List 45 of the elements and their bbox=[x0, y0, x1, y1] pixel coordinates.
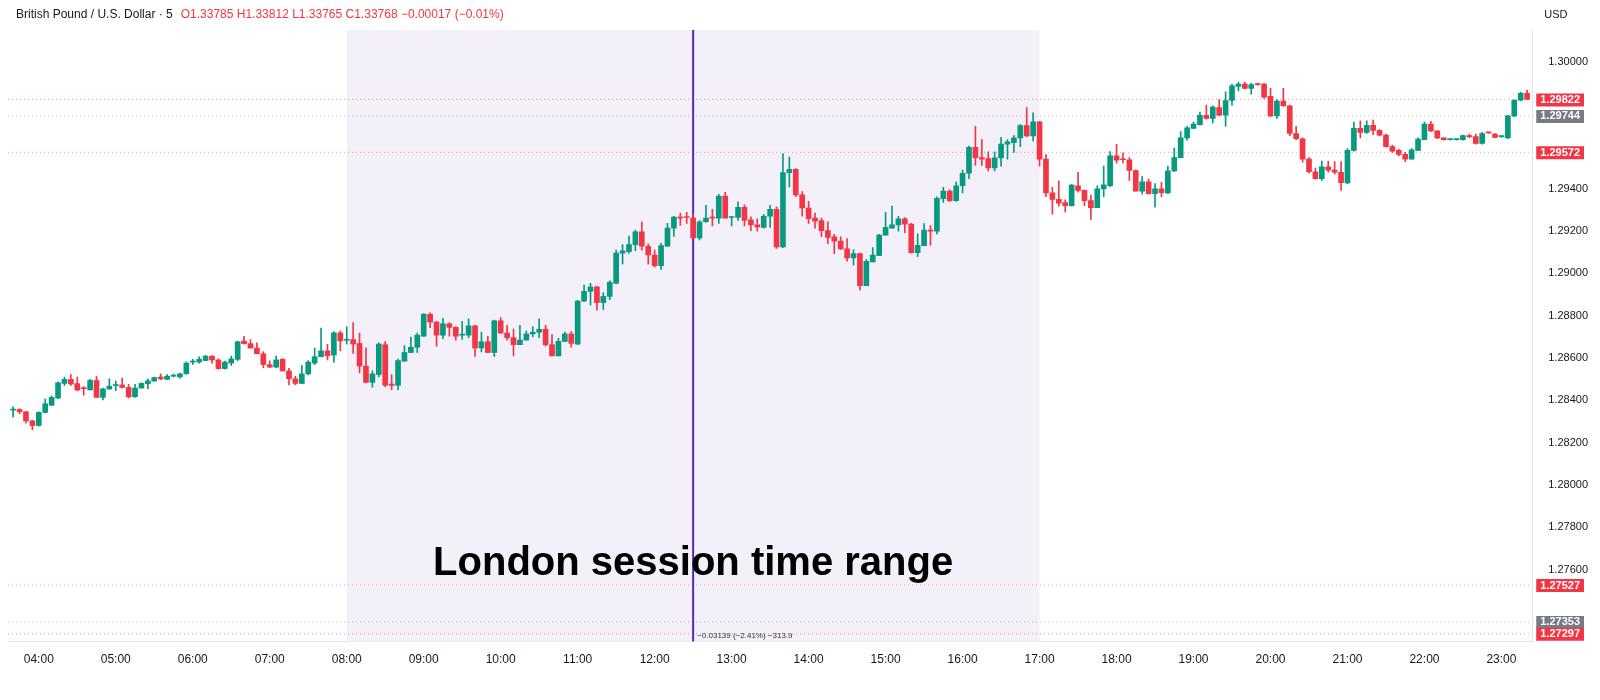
y-tick-label: 1.29400 bbox=[1548, 181, 1588, 194]
x-tick-label: 18:00 bbox=[1101, 652, 1132, 667]
x-tick-label: 15:00 bbox=[870, 652, 901, 667]
x-tick-label: 16:00 bbox=[947, 652, 978, 667]
x-tick-label: 19:00 bbox=[1178, 652, 1209, 667]
x-tick-label: 10:00 bbox=[485, 652, 517, 667]
ref-line-label: 1.27297 bbox=[1540, 627, 1580, 640]
x-tick-label: 17:00 bbox=[1024, 652, 1055, 667]
y-tick-label: 1.27600 bbox=[1548, 562, 1588, 575]
x-tick-label: 23:00 bbox=[1486, 652, 1517, 667]
x-tick-label: 08:00 bbox=[331, 652, 363, 667]
x-tick-label: 09:00 bbox=[408, 652, 440, 667]
x-tick-label: 07:00 bbox=[254, 652, 286, 667]
ref-line-label: 1.27353 bbox=[1540, 615, 1580, 628]
y-axis-title: USD bbox=[1544, 8, 1568, 21]
candlestick bbox=[343, 326, 350, 345]
x-tick-label: 14:00 bbox=[793, 652, 824, 667]
y-tick-label: 1.28400 bbox=[1548, 393, 1588, 406]
x-tick-label: 12:00 bbox=[639, 652, 670, 667]
x-tick-label: 04:00 bbox=[23, 652, 55, 667]
ref-line-label: −0.03139 (−2.41%) −313.9 bbox=[697, 630, 794, 640]
chart-subtitle: O1.33785 H1.33812 L1.33765 C1.33768 −0.00017 (−0.01%) bbox=[180, 7, 504, 22]
y-tick-label: 1.28600 bbox=[1548, 351, 1588, 364]
ref-line-label: 1.29744 bbox=[1540, 109, 1581, 122]
candlestick bbox=[112, 380, 119, 391]
x-tick-label: 20:00 bbox=[1255, 652, 1286, 667]
x-tick-label: 21:00 bbox=[1332, 652, 1363, 667]
ref-line-label: 1.27527 bbox=[1540, 578, 1580, 591]
x-tick-label: 06:00 bbox=[177, 652, 209, 667]
y-tick-label: 1.29200 bbox=[1548, 224, 1588, 237]
x-tick-label: 11:00 bbox=[563, 652, 593, 667]
candlestick bbox=[517, 324, 523, 346]
y-tick-label: 1.28800 bbox=[1548, 308, 1588, 321]
x-tick-label: 22:00 bbox=[1409, 652, 1440, 667]
y-tick-label: 1.27800 bbox=[1548, 520, 1588, 533]
x-tick-label: 13:00 bbox=[716, 652, 747, 667]
y-tick-label: 1.29000 bbox=[1548, 266, 1588, 279]
x-tick-label: 05:00 bbox=[100, 652, 132, 667]
y-tick-label: 1.28200 bbox=[1548, 435, 1588, 448]
y-tick-label: 1.28000 bbox=[1548, 478, 1588, 491]
y-tick-label: 1.30000 bbox=[1548, 54, 1588, 67]
ref-line-label: 1.29822 bbox=[1540, 92, 1580, 105]
ref-line-label: 1.29572 bbox=[1540, 145, 1580, 158]
chart-title: British Pound / U.S. Dollar · 5 bbox=[16, 7, 174, 22]
candlestick bbox=[1152, 183, 1158, 208]
